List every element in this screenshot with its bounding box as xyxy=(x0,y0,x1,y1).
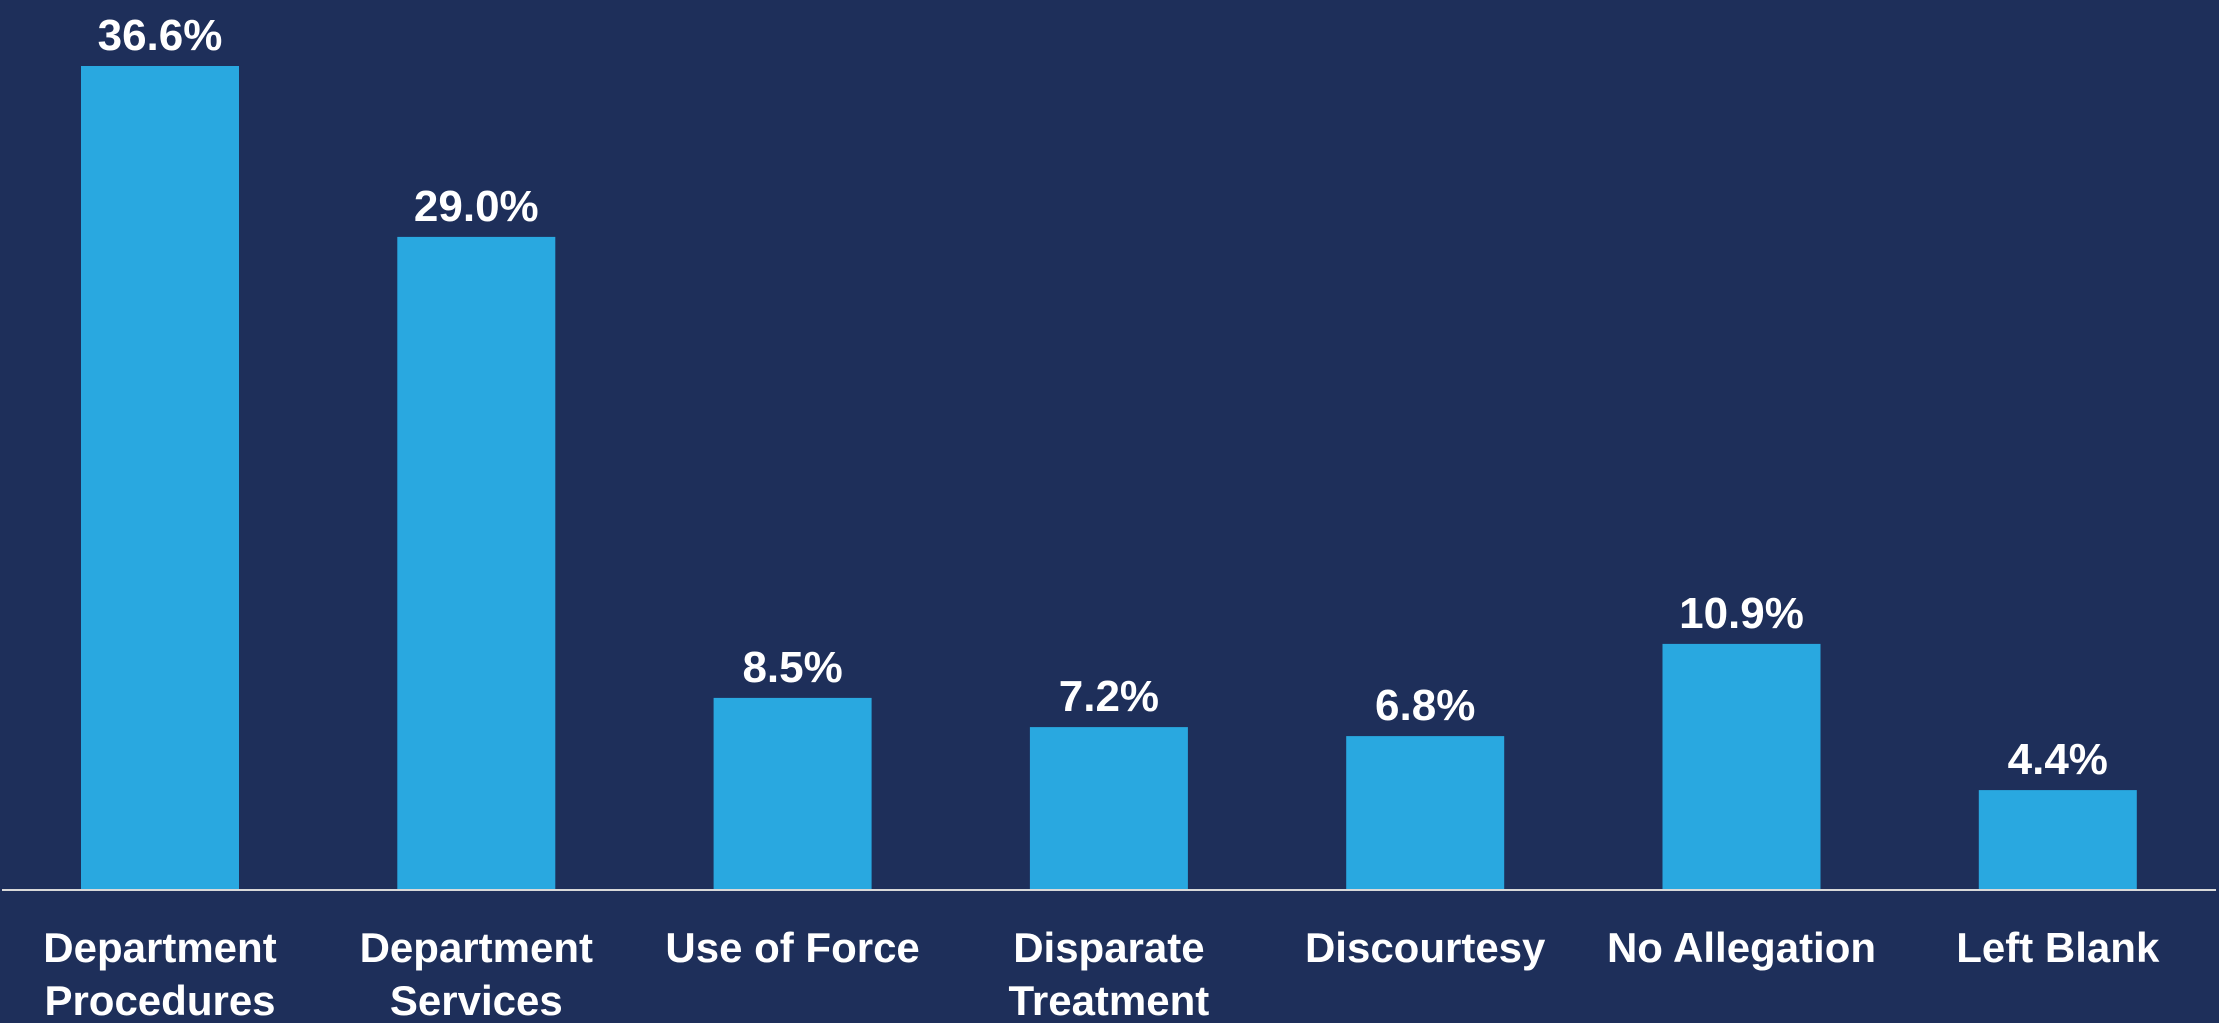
bar xyxy=(713,697,872,889)
category-label-line: No Allegation xyxy=(1607,924,1876,971)
category-labels-group: Department Procedures Department Services Us… xyxy=(43,924,2160,1023)
data-label: 8.5% xyxy=(742,643,842,692)
bar xyxy=(1978,790,2137,889)
category-label-line: Use of Force xyxy=(665,924,919,971)
category-label: No Allegation xyxy=(1607,924,1876,971)
bar xyxy=(397,236,556,889)
category-label: Use of Force xyxy=(665,924,919,971)
data-label: 36.6% xyxy=(98,11,223,60)
category-label-line: Left Blank xyxy=(1956,924,2160,971)
category-label: Left Blank xyxy=(1956,924,2160,971)
bar xyxy=(1346,736,1505,889)
category-label-line: Discourtesy xyxy=(1305,924,1546,971)
data-label: 29.0% xyxy=(414,182,539,231)
bar xyxy=(81,66,239,889)
data-label: 4.4% xyxy=(2008,735,2108,784)
category-label-line: Treatment xyxy=(1009,977,1210,1023)
category-label-line: Disparate xyxy=(1013,924,1204,971)
bars-group xyxy=(81,66,2137,889)
value-labels-group: 36.6% 29.0% 8.5% 7.2% 6.8% 10.9% 4.4% xyxy=(98,11,2108,784)
category-label-line: Procedures xyxy=(44,977,275,1023)
category-label: Disparate Treatment xyxy=(1009,924,1210,1023)
category-label-line: Department xyxy=(360,924,593,971)
bar xyxy=(1662,643,1821,889)
category-label: Department Services xyxy=(360,924,593,1023)
data-label: 7.2% xyxy=(1059,672,1159,721)
category-label: Discourtesy xyxy=(1305,924,1546,971)
category-label: Department Procedures xyxy=(43,924,276,1023)
data-label: 6.8% xyxy=(1375,681,1475,730)
bar xyxy=(1029,727,1188,889)
category-label-line: Department xyxy=(43,924,276,971)
data-label: 10.9% xyxy=(1679,589,1804,638)
category-label-line: Services xyxy=(390,977,563,1023)
